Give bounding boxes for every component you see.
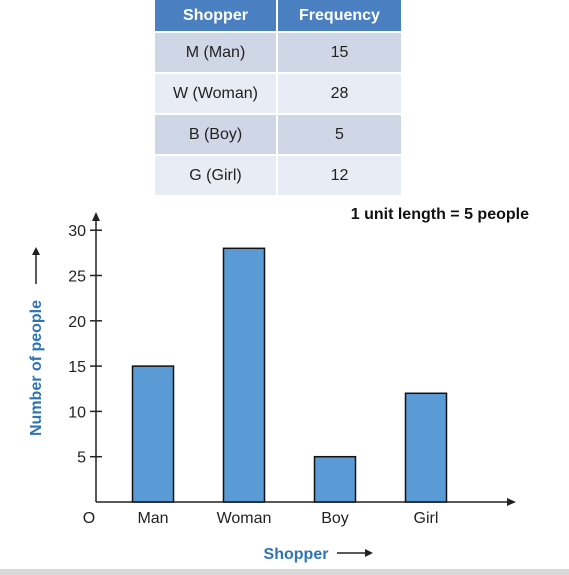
bar-girl bbox=[404, 392, 448, 503]
bottom-border bbox=[0, 569, 569, 575]
table-row: B (Boy) 5 bbox=[155, 115, 401, 156]
x-axis-label: Shopper bbox=[264, 546, 329, 563]
y-axis-title-arrow bbox=[32, 247, 40, 284]
bar-boy bbox=[313, 455, 357, 503]
y-axis-arrowhead bbox=[92, 212, 100, 221]
y-tick-label: 5 bbox=[77, 450, 86, 467]
scale-note: 1 unit length = 5 people bbox=[351, 206, 529, 223]
x-axis-title-arrow bbox=[337, 549, 373, 557]
chart-bars bbox=[131, 247, 448, 503]
x-tick-label: Girl bbox=[414, 510, 439, 527]
x-tick-label: Woman bbox=[217, 510, 272, 527]
cell-frequency: 12 bbox=[278, 156, 401, 197]
x-tick-label: Boy bbox=[321, 510, 349, 527]
cell-shopper: G (Girl) bbox=[155, 156, 278, 197]
table-row: W (Woman) 28 bbox=[155, 74, 401, 115]
cell-frequency: 15 bbox=[278, 33, 401, 74]
y-tick-label: 10 bbox=[68, 404, 86, 421]
x-axis-title: Shopper bbox=[264, 546, 373, 563]
cell-frequency: 5 bbox=[278, 115, 401, 156]
frequency-table: Shopper Frequency M (Man) 15 W (Woman) 2… bbox=[155, 0, 401, 197]
origin-label: O bbox=[83, 510, 95, 527]
y-axis-label: Number of people bbox=[28, 300, 45, 436]
y-tick-label: 15 bbox=[68, 359, 86, 376]
y-ticks: 5 10 15 20 25 30 bbox=[68, 223, 102, 467]
y-tick-label: 20 bbox=[68, 314, 86, 331]
header-shopper: Shopper bbox=[155, 0, 278, 33]
y-axis-title: Number of people bbox=[28, 247, 45, 436]
cell-frequency: 28 bbox=[278, 74, 401, 115]
table-row: G (Girl) 12 bbox=[155, 156, 401, 197]
x-tick-label: Man bbox=[137, 510, 168, 527]
cell-shopper: B (Boy) bbox=[155, 115, 278, 156]
x-axis-arrowhead bbox=[507, 498, 516, 506]
cell-shopper: W (Woman) bbox=[155, 74, 278, 115]
cell-shopper: M (Man) bbox=[155, 33, 278, 74]
y-tick-label: 25 bbox=[68, 269, 86, 286]
table-header-row: Shopper Frequency bbox=[155, 0, 401, 33]
header-frequency: Frequency bbox=[278, 0, 401, 33]
bar-woman bbox=[222, 247, 266, 503]
bar-man bbox=[131, 365, 175, 503]
table-row: M (Man) 15 bbox=[155, 33, 401, 74]
x-tick-labels: Man Woman Boy Girl bbox=[137, 510, 438, 527]
y-tick-label: 30 bbox=[68, 223, 86, 240]
